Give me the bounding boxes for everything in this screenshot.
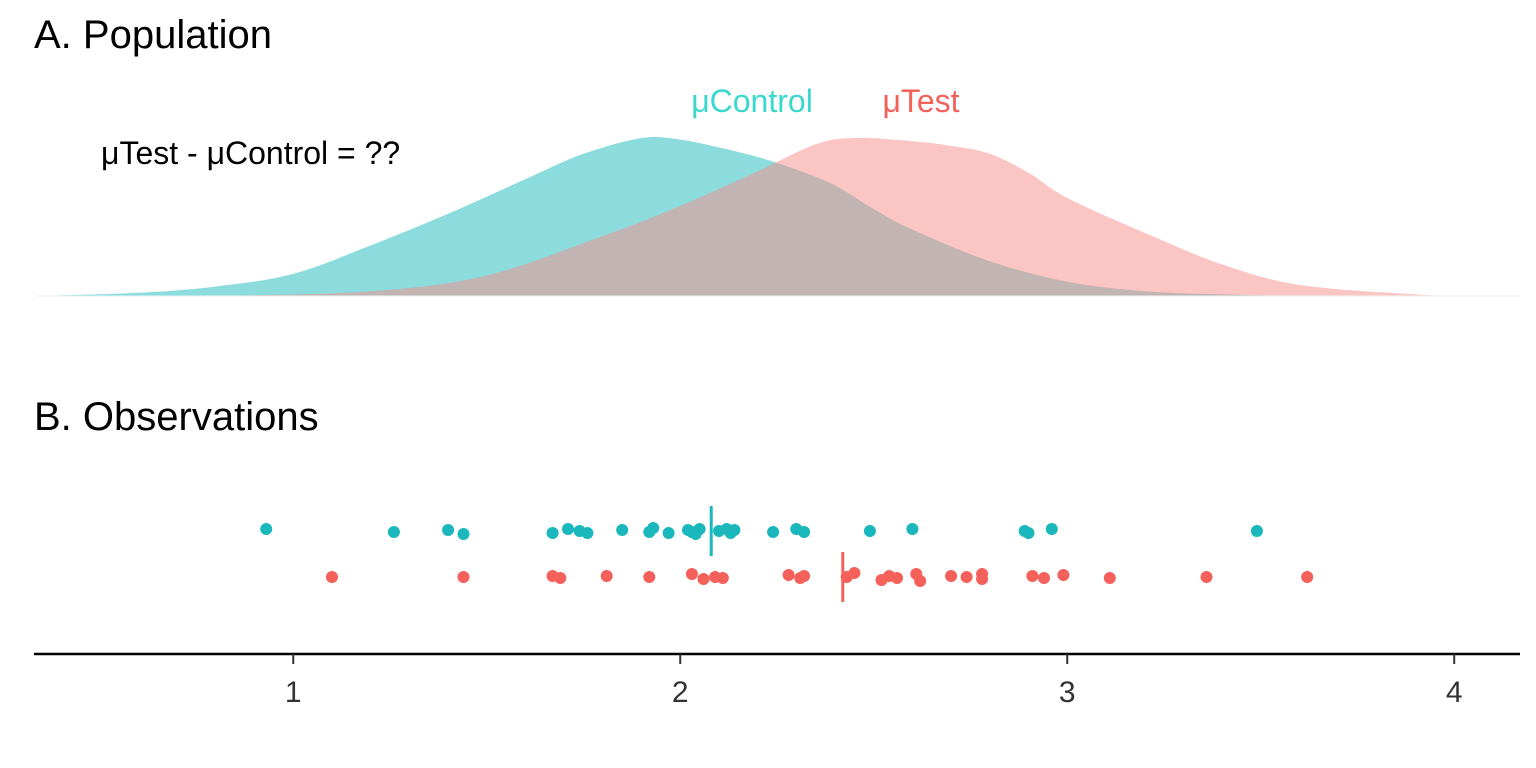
control-point bbox=[260, 523, 273, 535]
test-point bbox=[716, 572, 729, 584]
test-point bbox=[960, 571, 973, 583]
control-point bbox=[647, 522, 660, 534]
control-point bbox=[616, 524, 629, 536]
test-point bbox=[600, 570, 613, 582]
test-point bbox=[891, 572, 903, 584]
test-point bbox=[685, 568, 698, 580]
test-point bbox=[1301, 571, 1314, 583]
test-point bbox=[1026, 570, 1039, 582]
test-point bbox=[798, 570, 811, 582]
control-point bbox=[662, 527, 675, 539]
control-point bbox=[767, 526, 780, 538]
control-point bbox=[1045, 523, 1058, 535]
control-point bbox=[1022, 527, 1035, 539]
test-point bbox=[1038, 572, 1050, 584]
panel-a-title: A. Population bbox=[34, 13, 272, 57]
test-point bbox=[914, 575, 927, 587]
control-point bbox=[1250, 525, 1263, 537]
x-tick-label: 3 bbox=[1059, 676, 1076, 709]
mu-test-label: μTest bbox=[882, 83, 959, 119]
density-plot bbox=[34, 136, 1520, 297]
x-tick-label: 4 bbox=[1446, 676, 1463, 709]
control-point bbox=[798, 526, 811, 538]
control-point bbox=[581, 527, 594, 539]
x-tick-label: 1 bbox=[285, 676, 302, 709]
test-point bbox=[848, 567, 861, 579]
test-point bbox=[1200, 571, 1213, 583]
observations-plot bbox=[260, 506, 1314, 602]
test-point bbox=[1057, 569, 1070, 581]
test-point bbox=[782, 569, 795, 581]
control-point bbox=[693, 523, 706, 535]
mu-control-label: μControl bbox=[691, 83, 813, 119]
density-test bbox=[215, 137, 1474, 296]
difference-label: μTest - μControl = ?? bbox=[101, 135, 400, 171]
control-point bbox=[387, 526, 400, 538]
x-tick-label: 2 bbox=[672, 676, 689, 709]
control-point bbox=[863, 525, 876, 537]
test-point bbox=[554, 572, 567, 584]
control-point bbox=[728, 524, 741, 536]
test-point bbox=[643, 571, 656, 583]
test-point bbox=[945, 570, 958, 582]
control-point bbox=[546, 527, 559, 539]
test-point bbox=[697, 573, 710, 585]
control-point bbox=[906, 523, 919, 535]
panel-b-title: B. Observations bbox=[34, 395, 319, 439]
test-point bbox=[1103, 572, 1116, 584]
test-point bbox=[326, 571, 338, 583]
control-point bbox=[442, 524, 455, 536]
control-point bbox=[562, 523, 574, 535]
test-point bbox=[457, 571, 470, 583]
control-point bbox=[457, 528, 470, 540]
x-axis: 1 2 3 4 bbox=[34, 652, 1520, 709]
test-point bbox=[976, 573, 989, 585]
